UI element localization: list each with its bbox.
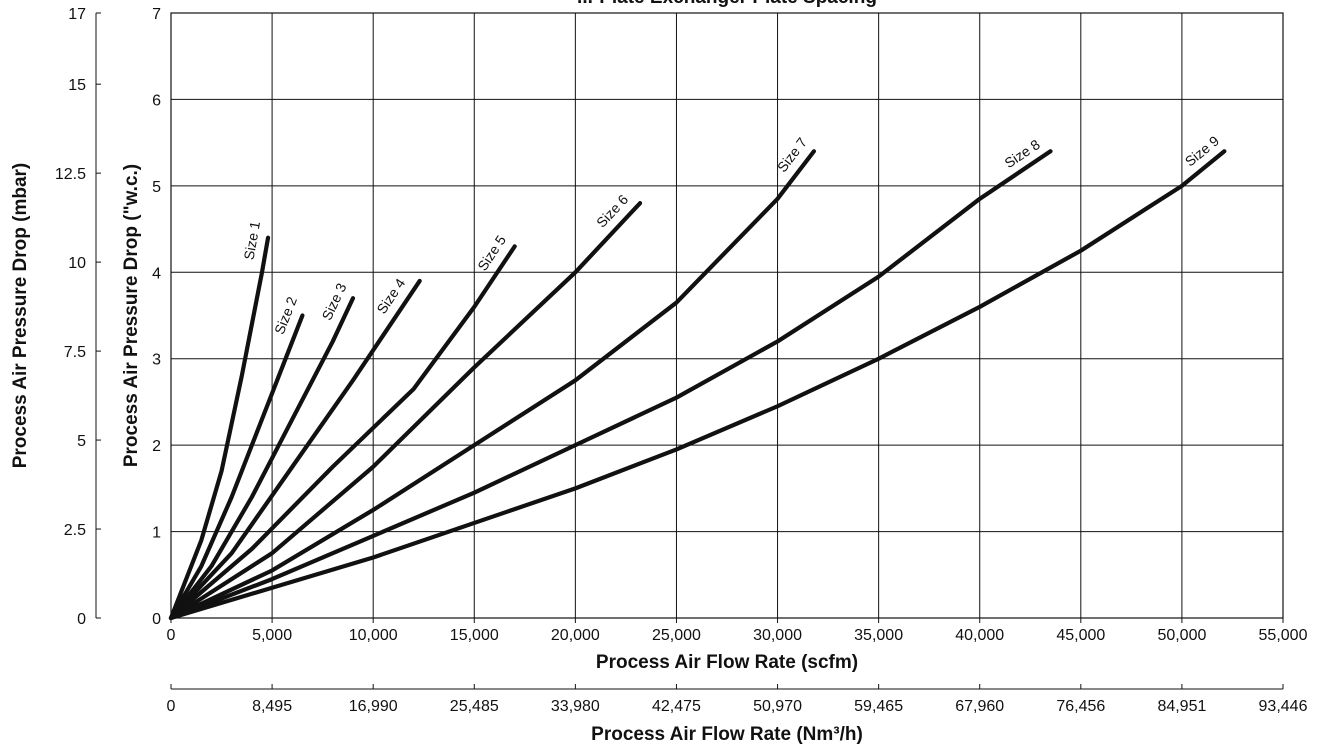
series-line-7 xyxy=(168,149,817,621)
x-tick-label: 50,000 xyxy=(1157,627,1206,644)
secondary-x-tick-label: 76,456 xyxy=(1056,698,1105,715)
y-tick-label: 2 xyxy=(152,438,161,455)
secondary-y-axis-title: Process Air Pressure Drop (mbar) xyxy=(10,163,31,469)
x-axis-title: Process Air Flow Rate (scfm) xyxy=(596,652,858,673)
secondary-x-tick-label: 93,446 xyxy=(1259,698,1308,715)
x-tick-label: 55,000 xyxy=(1259,627,1308,644)
x-tick-label: 35,000 xyxy=(854,627,903,644)
secondary-x-tick-label: 42,475 xyxy=(652,698,701,715)
secondary-x-tick-label: 59,465 xyxy=(854,698,903,715)
x-tick-label: 10,000 xyxy=(349,627,398,644)
series-line-8 xyxy=(168,149,1053,621)
series-label: Size 4 xyxy=(373,275,408,316)
series-line-3 xyxy=(168,296,356,621)
series-line-4 xyxy=(168,278,422,621)
secondary-x-tick-label: 16,990 xyxy=(349,698,398,715)
x-tick-label: 20,000 xyxy=(551,627,600,644)
series-line-5 xyxy=(168,244,517,621)
x-tick-label: 15,000 xyxy=(450,627,499,644)
y-tick-label: 0 xyxy=(152,611,161,628)
x-tick-label: 30,000 xyxy=(753,627,802,644)
secondary-y-tick-label: 17 xyxy=(68,6,86,23)
y-tick-label: 6 xyxy=(152,92,161,109)
y-axis-title: Process Air Pressure Drop ("w.c.) xyxy=(121,164,142,467)
secondary-y-tick-label: 10 xyxy=(68,255,86,272)
plot-frame xyxy=(170,12,1284,619)
secondary-y-tick-label: 5 xyxy=(77,433,86,450)
secondary-x-axis-title: Process Air Flow Rate (Nm³/h) xyxy=(591,724,863,745)
secondary-x-tick-label: 84,951 xyxy=(1157,698,1206,715)
series-label: Size 9 xyxy=(1182,132,1222,169)
secondary-y-tick-label: 15 xyxy=(68,77,86,94)
chart-title: ...-Plate Exchanger Plate Spacing xyxy=(577,0,877,8)
series-line-6 xyxy=(168,201,643,621)
series-label: Size 6 xyxy=(593,191,631,230)
secondary-x-tick-label: 33,980 xyxy=(551,698,600,715)
y-tick-label: 7 xyxy=(152,6,161,23)
series-line-1 xyxy=(168,235,271,621)
y-tick-label: 4 xyxy=(152,265,161,282)
x-tick-label: 25,000 xyxy=(652,627,701,644)
series-line-2 xyxy=(168,313,305,621)
series-label: Size 5 xyxy=(474,232,509,273)
x-tick-label: 45,000 xyxy=(1056,627,1105,644)
y-tick-label: 3 xyxy=(152,352,161,369)
secondary-y-tick-label: 12.5 xyxy=(55,166,86,183)
secondary-x-tick-label: 67,960 xyxy=(955,698,1004,715)
series-label: Size 7 xyxy=(774,134,810,175)
series-label: Size 1 xyxy=(241,220,264,261)
y-tick-label: 5 xyxy=(152,179,161,196)
x-tick-label: 40,000 xyxy=(955,627,1004,644)
secondary-x-tick-label: 0 xyxy=(167,698,176,715)
secondary-x-tick-label: 8,495 xyxy=(252,698,292,715)
secondary-x-tick-label: 50,970 xyxy=(753,698,802,715)
series-line-9 xyxy=(168,149,1227,621)
secondary-y-tick-label: 2.5 xyxy=(64,522,86,539)
x-tick-label: 5,000 xyxy=(252,627,292,644)
secondary-y-tick-label: 0 xyxy=(77,611,86,628)
secondary-x-tick-label: 25,485 xyxy=(450,698,499,715)
x-tick-label: 0 xyxy=(167,627,176,644)
series-label: Size 8 xyxy=(1002,136,1043,171)
y-tick-label: 1 xyxy=(152,525,161,542)
secondary-y-tick-label: 7.5 xyxy=(64,344,86,361)
